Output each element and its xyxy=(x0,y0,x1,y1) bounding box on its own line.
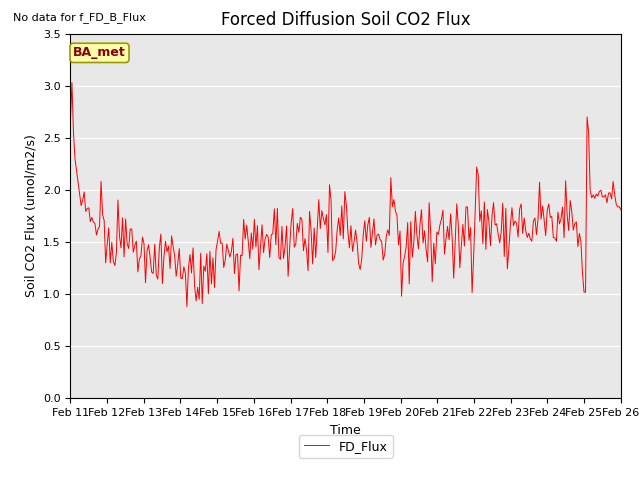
FD_Flux xyxy=(589,192,597,198)
FD_Flux xyxy=(234,251,241,257)
Text: No data for f_FD_B_Flux: No data for f_FD_B_Flux xyxy=(13,12,146,23)
FD_Flux xyxy=(261,236,269,241)
FD_Flux xyxy=(68,80,76,85)
FD_Flux xyxy=(617,207,625,213)
Text: BA_met: BA_met xyxy=(73,47,126,60)
Y-axis label: Soil CO2 Flux (umol/m2/s): Soil CO2 Flux (umol/m2/s) xyxy=(24,134,37,298)
X-axis label: Time: Time xyxy=(330,424,361,437)
Legend: FD_Flux: FD_Flux xyxy=(299,435,392,458)
Line: FD_Flux: FD_Flux xyxy=(70,83,621,307)
FD_Flux xyxy=(252,244,260,250)
Title: Forced Diffusion Soil CO2 Flux: Forced Diffusion Soil CO2 Flux xyxy=(221,11,470,29)
FD_Flux xyxy=(310,225,318,231)
FD_Flux xyxy=(67,120,74,125)
FD_Flux xyxy=(183,304,191,310)
FD_Flux xyxy=(136,256,143,262)
